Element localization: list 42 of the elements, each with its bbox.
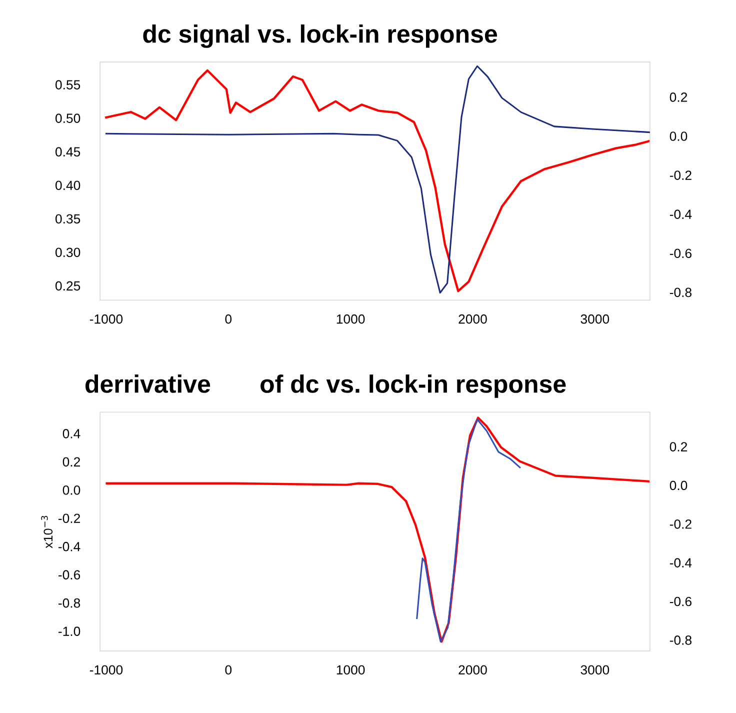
y2-tick-label: 0.2	[670, 92, 688, 102]
line-series	[416, 418, 521, 642]
y-tick-label: -1.0	[58, 626, 80, 636]
line-series	[106, 416, 650, 643]
y-tick-label: 0.30	[55, 248, 80, 258]
y-tick-label: 0.35	[55, 214, 80, 224]
x-tick-label: 3000	[580, 665, 610, 675]
y-tick-label: 0.25	[55, 281, 80, 291]
y-axis-title: x10$^{−3}$	[41, 516, 53, 548]
x-tick-label: 0	[225, 314, 232, 324]
chart-title: dc signal vs. lock-in response	[143, 24, 498, 48]
y2-tick-label: -0.6	[670, 248, 692, 258]
x-tick-label: 2000	[458, 314, 487, 324]
x-tick-label: 3000	[580, 314, 610, 324]
y-tick-label: 0.40	[55, 180, 80, 190]
y-tick-label: 0.50	[55, 114, 80, 123]
y-tick-label: 0.55	[55, 80, 80, 90]
y-tick-label: -0.8	[58, 598, 80, 608]
x-tick-label: -1000	[90, 665, 123, 675]
y2-tick-label: -0.6	[670, 596, 692, 606]
y-tick-label: 0.0	[62, 485, 80, 495]
y-tick-label: -0.6	[58, 570, 80, 580]
y-tick-label: 0.4	[62, 429, 80, 438]
x-tick-label: 1000	[336, 314, 365, 324]
chart-title: derrivative of dc vs. lock-in response	[86, 374, 566, 398]
y-tick-label: 0.2	[62, 457, 80, 467]
y2-tick-label: -0.4	[670, 558, 692, 568]
y2-tick-label: -0.2	[670, 519, 692, 529]
y-tick-label: -0.4	[58, 542, 80, 552]
x-tick-label: 1000	[336, 665, 365, 675]
y2-tick-label: -0.2	[670, 170, 692, 180]
y2-tick-label: -0.8	[670, 288, 692, 298]
y2-tick-label: 0.0	[670, 132, 688, 141]
y2-tick-label: 0.2	[670, 442, 688, 452]
y2-tick-label: -0.4	[670, 210, 692, 219]
y-tick-label: 0.45	[55, 147, 80, 157]
y2-tick-label: 0.0	[670, 480, 688, 490]
x-tick-label: 2000	[458, 665, 487, 675]
x-tick-label: -1000	[90, 314, 123, 324]
y2-tick-label: -0.8	[670, 636, 692, 645]
y-tick-label: -0.2	[58, 514, 80, 524]
x-tick-label: 0	[225, 665, 232, 675]
